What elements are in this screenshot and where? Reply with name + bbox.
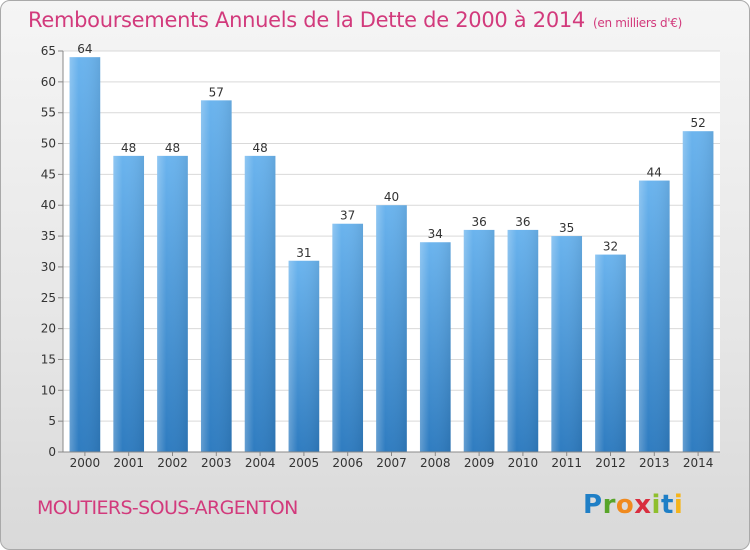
bar-shade-2009	[463, 229, 495, 452]
bar-shade-2002	[157, 155, 188, 452]
bar-shade-2007	[376, 205, 407, 452]
bar-shade-2010	[507, 229, 539, 452]
proxiti-logo[interactable]: Proxiti	[583, 490, 684, 520]
data-label-2012: 32	[603, 240, 618, 254]
data-label-2003: 57	[209, 85, 224, 99]
x-tick-label-2014: 2014	[683, 456, 714, 470]
y-tick-label: 35	[41, 229, 56, 243]
bar-shade-2003	[200, 100, 232, 452]
x-tick-label-2003: 2003	[201, 456, 232, 470]
bar-shade-2013	[638, 180, 670, 453]
bar-shade-2001	[113, 155, 145, 452]
x-tick-label-2013: 2013	[639, 456, 670, 470]
y-tick-label: 45	[41, 167, 56, 181]
y-tick-label: 5	[48, 414, 56, 428]
x-tick-label-2006: 2006	[332, 456, 363, 470]
y-tick-label: 50	[41, 137, 56, 151]
data-label-2002: 48	[165, 141, 180, 155]
y-tick-label: 30	[41, 260, 56, 274]
chart-unit: (en milliers d'€)	[593, 16, 683, 30]
bar-shade-2000	[69, 57, 101, 453]
bars: 64 48 48 57 48 31 37 40 34 36 36 35 32 44 52	[69, 42, 714, 453]
x-tick-label-2004: 2004	[245, 456, 276, 470]
data-label-2009: 36	[471, 215, 486, 229]
bar-shade-2004	[244, 155, 276, 452]
bar-shade-2005	[288, 260, 320, 452]
y-tick-label: 65	[41, 44, 56, 58]
y-tick-label: 40	[41, 198, 56, 212]
data-label-2001: 48	[121, 141, 136, 155]
data-label-2005: 31	[296, 246, 311, 260]
bar-shade-2011	[551, 236, 583, 452]
y-tick-label: 15	[41, 352, 56, 366]
bar-shade-2014	[682, 131, 714, 452]
bar-shade-2012	[595, 254, 626, 452]
x-tick-label-2002: 2002	[157, 456, 188, 470]
x-tick-label-2010: 2010	[508, 456, 539, 470]
data-label-2011: 35	[559, 221, 574, 235]
chart-title: Remboursements Annuels de la Dette de 20…	[28, 8, 683, 32]
y-tick-label: 25	[41, 291, 56, 305]
axes: 0 5 10 15 20 25 30 35 40 45 50 55 60 65 2000 2001 2002 20…	[41, 44, 720, 470]
x-tick-label-2005: 2005	[289, 456, 320, 470]
data-label-2004: 48	[252, 141, 267, 155]
commune-name: MOUTIERS-SOUS-ARGENTON	[37, 497, 298, 519]
data-label-2014: 52	[690, 116, 705, 130]
bar-shade-2008	[419, 242, 451, 452]
y-tick-label: 20	[41, 322, 56, 336]
x-tick-label-2011: 2011	[551, 456, 582, 470]
data-label-2006: 37	[340, 209, 355, 223]
data-label-2000: 64	[77, 42, 92, 56]
x-tick-label-2000: 2000	[70, 456, 101, 470]
y-tick-label: 60	[41, 75, 56, 89]
data-label-2013: 44	[647, 166, 662, 180]
y-tick-label: 55	[41, 106, 56, 120]
x-tick-label-2008: 2008	[420, 456, 451, 470]
x-tick-label-2012: 2012	[595, 456, 626, 470]
y-tick-label: 0	[48, 445, 56, 459]
x-tick-label-2009: 2009	[464, 456, 495, 470]
bar-shade-2006	[332, 223, 364, 452]
x-tick-label-2007: 2007	[376, 456, 407, 470]
data-label-2008: 34	[428, 227, 443, 241]
data-label-2007: 40	[384, 190, 399, 204]
y-tick-label: 10	[41, 383, 56, 397]
x-tick-label-2001: 2001	[113, 456, 144, 470]
data-label-2010: 36	[515, 215, 530, 229]
